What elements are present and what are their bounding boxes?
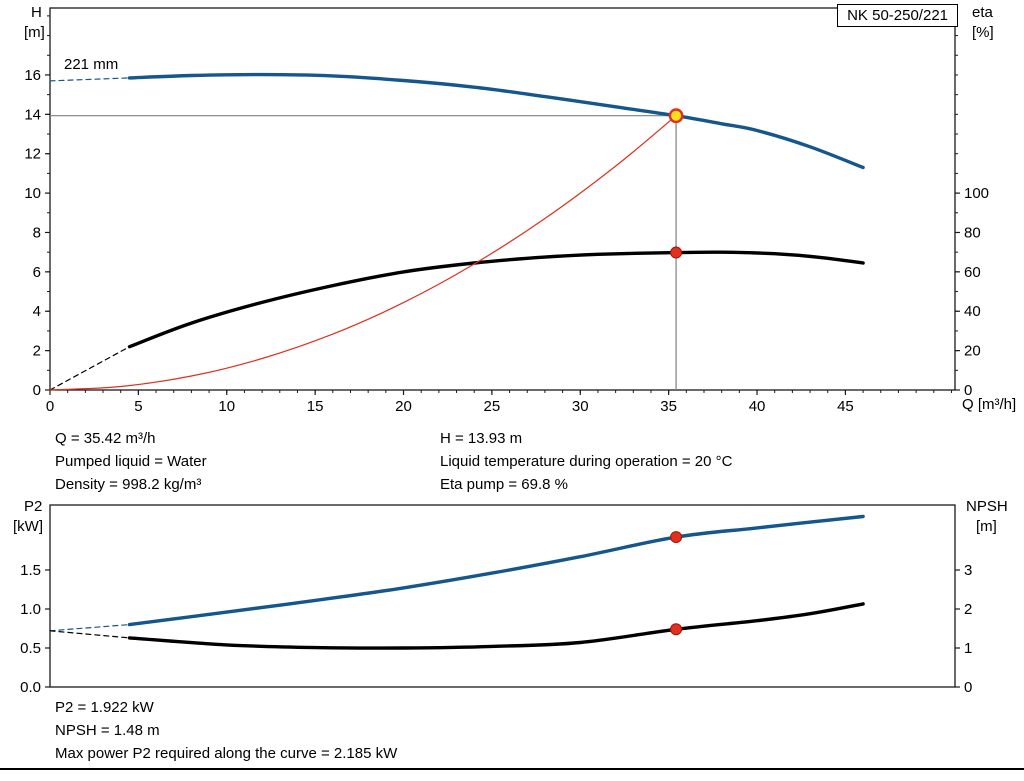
y-left-tick-label: 16 [24, 67, 41, 84]
x-tick-label: 25 [484, 398, 501, 415]
y-right-tick-label: 3 [964, 562, 972, 579]
x-tick-label: 40 [749, 398, 766, 415]
p2-point-marker[interactable] [670, 531, 683, 544]
y-right-tick-label: 0 [964, 382, 972, 399]
y-left-tick-label: 0 [33, 382, 41, 399]
head-curve-dashed [49, 77, 131, 82]
eta-axis-unit: [%] [972, 24, 994, 41]
p2-value-text: P2 = 1.922 kW [55, 699, 154, 716]
p2-curve [127, 514, 865, 627]
eta-point-marker[interactable] [670, 246, 683, 259]
y-left-tick-label: 0.5 [20, 640, 41, 657]
x-tick-label: 30 [572, 398, 589, 415]
p2-axis-title: P2 [24, 498, 43, 515]
eta-axis-title: eta [972, 4, 993, 21]
bottom-divider [0, 768, 1024, 770]
power-info-block: P2 = 1.922 kW NPSH = 1.48 m Max power P2… [55, 696, 397, 765]
y-left-tick-label: 1.5 [20, 562, 41, 579]
y-left-tick-label: 6 [33, 264, 41, 281]
x-tick-label: 10 [218, 398, 235, 415]
pump-type-label: NK 50-250/221 [837, 4, 958, 27]
q-axis-title: Q [m³/h] [962, 396, 1017, 413]
h-axis-title: H [31, 4, 42, 21]
duty-q-text: Q = 35.42 m³/h [55, 430, 156, 447]
y-left-tick-label: 14 [24, 106, 41, 123]
npsh-point-marker[interactable] [670, 623, 683, 636]
x-tick-label: 20 [395, 398, 412, 415]
eta-curve [127, 250, 865, 349]
x-tick-label: 15 [307, 398, 324, 415]
y-right-tick-label: 100 [964, 185, 989, 202]
density-text: Density = 998.2 kg/m³ [55, 476, 202, 493]
y-left-tick-label: 10 [24, 185, 41, 202]
plot-frame [49, 7, 956, 391]
duty-info-right-column: H = 13.93 m Liquid temperature during op… [440, 427, 732, 496]
duty-info-left-column: Q = 35.42 m³/h Pumped liquid = Water Den… [55, 427, 207, 496]
duty-h-text: H = 13.93 m [440, 430, 523, 447]
impeller-diameter-label: 221 mm [64, 56, 119, 73]
x-tick-label: 35 [660, 398, 677, 415]
y-left-tick-label: 2 [33, 343, 41, 360]
p2-axis-unit: [kW] [13, 518, 43, 535]
max-power-text: Max power P2 required along the curve = … [55, 745, 398, 762]
npsh-curve-dashed [49, 630, 131, 639]
npsh-axis-title: NPSH [966, 498, 1008, 515]
y-left-tick-label: 12 [24, 146, 41, 163]
y-left-tick-label: 8 [33, 224, 41, 241]
system-curve [49, 115, 677, 391]
h-axis-unit: [m] [24, 24, 45, 41]
y-right-tick-label: 1 [964, 640, 972, 657]
liquid-temp-text: Liquid temperature during operation = 20… [440, 453, 733, 470]
x-tick-label: 5 [134, 398, 142, 415]
y-right-tick-label: 80 [964, 224, 981, 241]
head-curve [127, 72, 865, 170]
eta-curve-dashed [49, 346, 131, 391]
x-tick-label: 0 [46, 398, 54, 415]
y-right-tick-label: 20 [964, 343, 981, 360]
y-left-tick-label: 1.0 [20, 601, 41, 618]
p2-curve-dashed [49, 624, 131, 632]
p2-npsh-chart[interactable]: 0.0 0.5 1.0 1.5 0 1 2 3 [0, 497, 1024, 707]
y-left-tick-label: 0.0 [20, 679, 41, 696]
hq-eta-chart[interactable]: 0 5 10 15 20 25 30 35 40 45 0 2 4 6 8 10 12 14 16 0 20 40 60 80… [0, 0, 1024, 425]
npsh-curve [127, 602, 865, 650]
plot-frame [49, 504, 956, 688]
y-right-tick-label: 40 [964, 303, 981, 320]
y-right-tick-label: 0 [964, 679, 972, 696]
y-right-tick-label: 2 [964, 601, 972, 618]
npsh-value-text: NPSH = 1.48 m [55, 722, 160, 739]
npsh-axis-unit: [m] [976, 518, 997, 535]
y-right-tick-label: 60 [964, 264, 981, 281]
eta-pump-text: Eta pump = 69.8 % [440, 476, 568, 493]
y-left-tick-label: 4 [33, 303, 41, 320]
duty-point-marker[interactable] [668, 108, 684, 124]
pumped-liquid-text: Pumped liquid = Water [55, 453, 207, 470]
x-tick-label: 45 [837, 398, 854, 415]
